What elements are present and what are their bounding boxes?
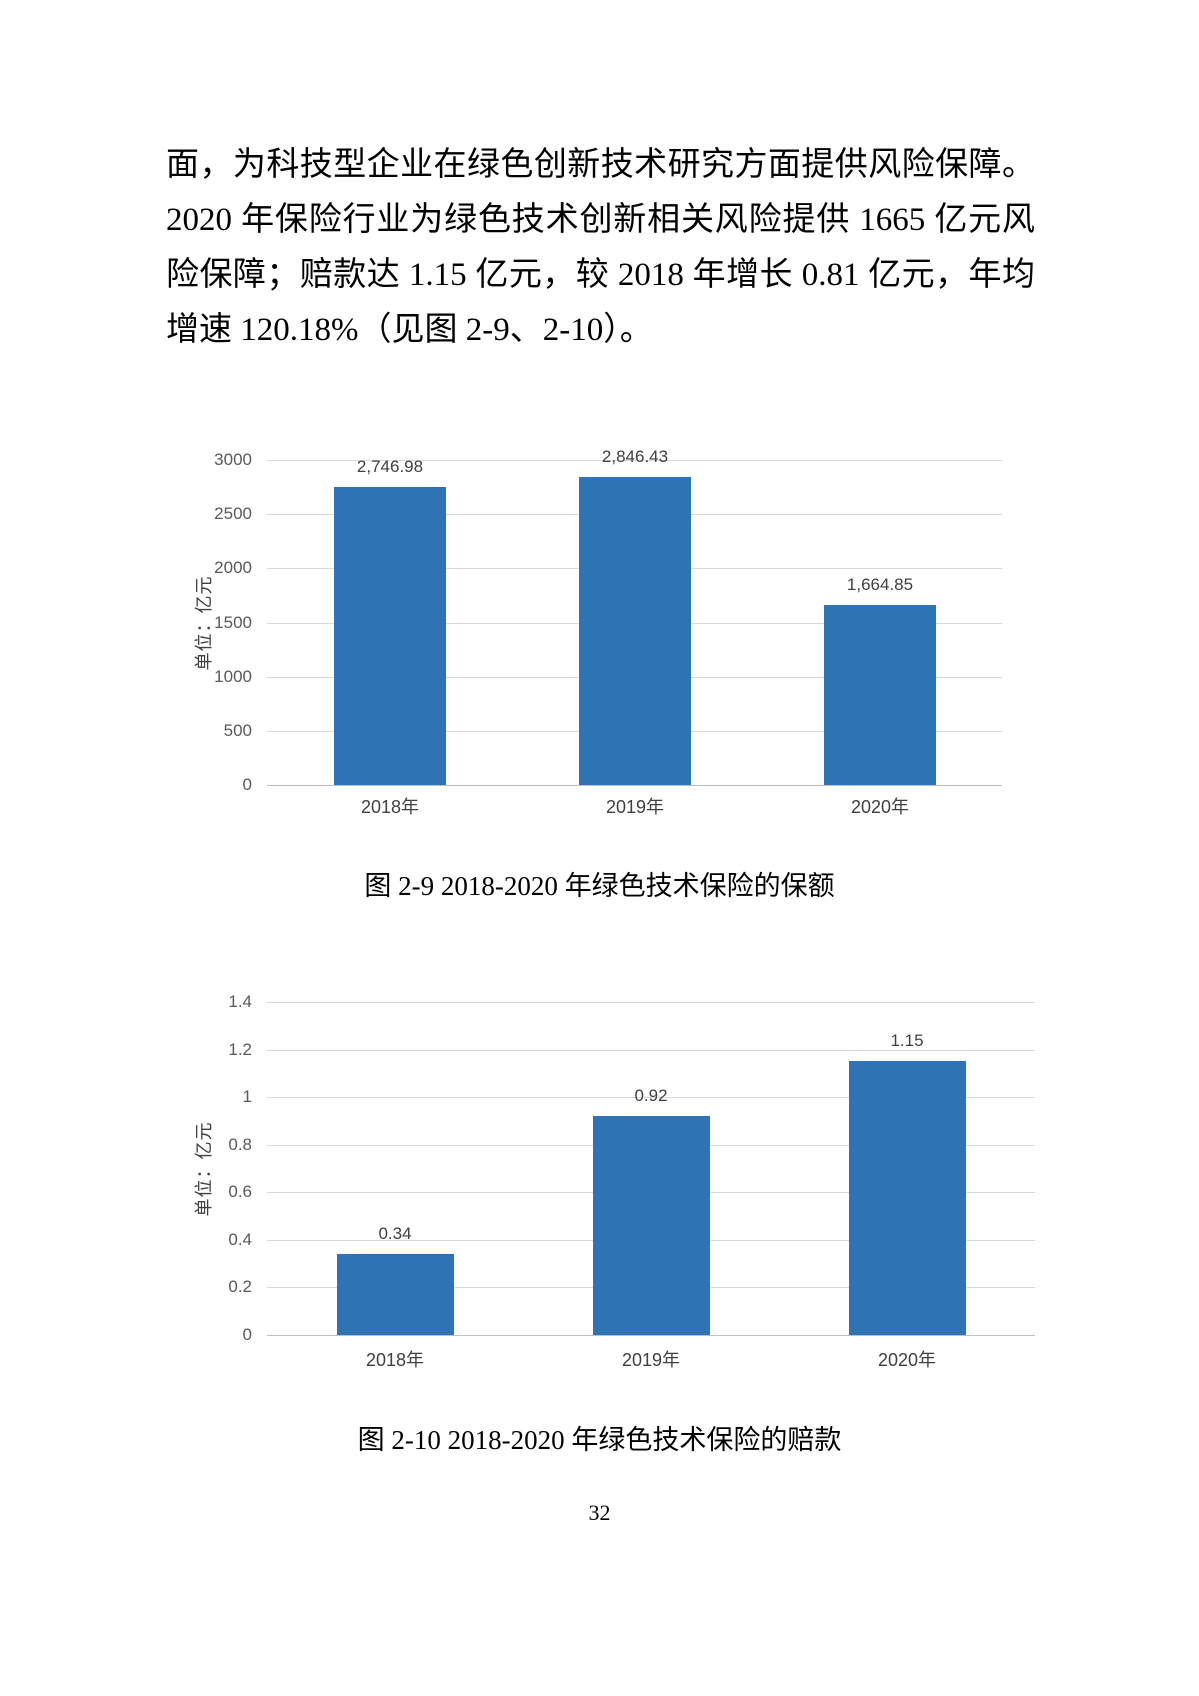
y-axis-tick-label: 2000	[214, 558, 252, 577]
x-category-label: 2018年	[360, 797, 420, 817]
paragraph-line-2: 2020 年保险行业为绿色技术创新相关风险提供 1665 亿元风	[166, 202, 1035, 238]
paragraph-line-3: 险保障；赔款达 1.15 亿元，较 2018 年增长 0.81 亿元，年均	[166, 257, 1035, 293]
y-axis-tick-label: 0	[242, 775, 252, 794]
figure-2-10-caption: 图 2-10 2018-2020 年绿色技术保险的赔款	[357, 1425, 842, 1455]
bar-2020年	[824, 605, 936, 785]
bar-value-label: 1,664.85	[846, 575, 914, 594]
y-axis-tick-label: 0.6	[228, 1182, 252, 1201]
x-category-label: 2019年	[621, 1350, 681, 1370]
gridline	[267, 1097, 1035, 1098]
y-axis-tick-label: 1.2	[228, 1040, 252, 1059]
bar-value-label: 0.34	[378, 1224, 412, 1243]
y-axis-tick-label: 0	[242, 1325, 252, 1344]
bar-2018年	[334, 487, 446, 785]
bar-2019年	[579, 477, 691, 785]
y-axis-tick-label: 1.4	[228, 992, 252, 1011]
bar-value-label: 2,746.98	[356, 457, 424, 476]
x-category-label: 2020年	[877, 1350, 937, 1370]
paragraph-line-4: 增速 120.18%（见图 2-9、2-10）。	[166, 312, 653, 348]
y-axis-tick-label: 1	[242, 1087, 252, 1106]
gridline	[267, 1002, 1035, 1003]
body-paragraph: 面，为科技型企业在绿色创新技术研究方面提供风险保障。 2020 年保险行业为绿色…	[166, 138, 1035, 358]
x-category-label: 2019年	[605, 797, 665, 817]
bar-2019年	[593, 1116, 710, 1335]
x-category-label: 2018年	[365, 1350, 425, 1370]
bar-value-label: 0.92	[634, 1086, 668, 1105]
y-axis-tick-label: 500	[223, 721, 252, 740]
y-axis-tick-label: 0.2	[228, 1277, 252, 1296]
y-axis-tick-label: 2500	[214, 504, 252, 523]
y-axis-tick-label: 1500	[214, 613, 252, 632]
y-axis-tick-label: 0.4	[228, 1230, 252, 1249]
gridline	[267, 1050, 1035, 1051]
y-axis-tick-label: 3000	[214, 450, 252, 469]
x-axis-line	[267, 1335, 1035, 1336]
bar-value-label: 1.15	[890, 1031, 924, 1050]
paragraph-line-1: 面，为科技型企业在绿色创新技术研究方面提供风险保障。	[166, 147, 1035, 183]
figure-2-9-caption: 图 2-9 2018-2020 年绿色技术保险的保额	[364, 871, 835, 901]
bar-2020年	[849, 1061, 966, 1335]
y-axis-title: 单位：亿元	[194, 1121, 214, 1217]
bar-value-label: 2,846.43	[601, 447, 669, 466]
y-axis-tick-label: 1000	[214, 667, 252, 686]
x-category-label: 2020年	[850, 797, 910, 817]
gridline	[267, 460, 1002, 461]
page-number: 32	[588, 1500, 611, 1525]
x-axis-line	[267, 785, 1002, 786]
y-axis-tick-label: 0.8	[228, 1135, 252, 1154]
bar-2018年	[337, 1254, 454, 1335]
